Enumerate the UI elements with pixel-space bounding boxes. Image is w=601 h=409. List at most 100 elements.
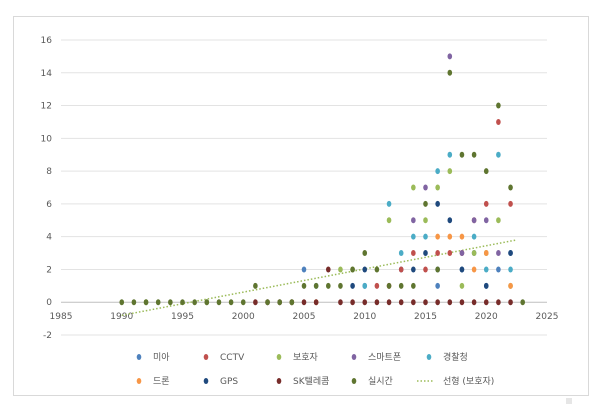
data-point	[447, 217, 453, 224]
data-point	[447, 53, 453, 60]
chart-frame: -2 0 2 4 6 8 10 12 14 16 1985 1990 1995 2000 2005 2010…	[13, 16, 589, 396]
legend-marker	[351, 354, 357, 360]
legend-label: 선형 (보호자)	[443, 376, 494, 387]
data-point	[338, 299, 343, 306]
data-point	[471, 266, 477, 273]
data-point	[411, 184, 416, 191]
data-point	[496, 266, 501, 273]
data-point	[496, 118, 501, 125]
legend-label: 실시간	[368, 376, 393, 387]
data-point	[374, 299, 380, 306]
data-point	[459, 151, 465, 158]
data-point	[168, 299, 173, 306]
data-point	[423, 217, 428, 224]
data-point	[289, 299, 295, 306]
data-point	[143, 299, 149, 306]
data-point	[483, 250, 489, 257]
data-point	[471, 299, 477, 306]
data-point	[459, 266, 465, 273]
legend-label: 스마트폰	[368, 352, 401, 363]
data-point	[423, 250, 428, 257]
y-tick-label: 14	[41, 69, 53, 79]
legend-marker	[426, 354, 432, 360]
data-point	[338, 282, 343, 289]
data-point	[496, 151, 501, 158]
legend-marker	[203, 378, 209, 384]
data-point	[496, 217, 501, 224]
x-tick-label: 2020	[475, 312, 498, 322]
corner-mark	[566, 398, 572, 404]
data-point	[483, 217, 489, 224]
data-point	[447, 69, 453, 76]
x-axis-ticks: 1985 1990 1995 2000 2005 2010 2015 2020 2025	[50, 312, 559, 322]
data-point	[155, 299, 161, 306]
data-point	[496, 250, 501, 257]
series-6	[350, 200, 513, 289]
data-point	[386, 299, 392, 306]
x-tick-label: 1995	[171, 312, 194, 322]
data-point	[508, 299, 513, 306]
data-point	[265, 299, 270, 306]
data-point	[301, 299, 307, 306]
data-point	[447, 250, 453, 257]
data-point	[483, 299, 489, 306]
y-tick-label: 6	[46, 200, 52, 210]
legend-label: 경찰청	[443, 351, 468, 363]
data-point	[459, 233, 465, 240]
y-tick-label: -2	[43, 331, 52, 341]
data-point	[362, 282, 368, 289]
trendline-layer	[121, 239, 517, 317]
data-point	[435, 266, 440, 273]
series-3	[411, 53, 501, 257]
data-point	[471, 233, 477, 240]
data-point	[180, 299, 185, 306]
legend-label: CCTV	[220, 353, 245, 363]
data-point	[496, 299, 501, 306]
data-point	[447, 168, 453, 175]
data-point	[471, 250, 477, 257]
data-point	[411, 217, 416, 224]
data-point	[423, 266, 428, 273]
x-tick-label: 1985	[50, 312, 73, 322]
legend-label: 드론	[153, 376, 170, 387]
y-tick-label: 2	[46, 265, 52, 275]
data-point	[301, 282, 307, 289]
data-point	[240, 299, 246, 306]
data-point	[192, 299, 197, 306]
y-tick-label: 16	[41, 36, 53, 46]
trendline	[121, 239, 517, 317]
data-point	[398, 250, 404, 257]
data-points	[119, 53, 525, 306]
y-axis-ticks: -2 0 2 4 6 8 10 12 14 16	[41, 36, 53, 341]
legend-label: 미아	[153, 352, 170, 363]
legend-marker	[203, 354, 209, 360]
data-point	[301, 266, 307, 273]
data-point	[277, 299, 283, 306]
data-point	[423, 299, 428, 306]
data-point	[362, 250, 368, 257]
data-point	[338, 266, 343, 273]
data-point	[374, 282, 380, 289]
data-point	[423, 233, 428, 240]
legend-marker	[136, 354, 142, 360]
data-point	[350, 282, 355, 289]
y-tick-label: 8	[46, 167, 52, 177]
data-point	[216, 299, 222, 306]
y-tick-label: 0	[46, 298, 52, 308]
series-7	[253, 266, 513, 306]
data-point	[508, 282, 513, 289]
data-point	[435, 299, 440, 306]
data-point	[459, 299, 465, 306]
x-tick-label: 2010	[353, 312, 376, 322]
data-point	[435, 200, 440, 207]
legend-marker	[276, 354, 282, 360]
data-point	[520, 299, 525, 306]
data-point	[411, 233, 416, 240]
data-point	[411, 299, 416, 306]
data-point	[459, 250, 465, 257]
data-point	[435, 233, 440, 240]
data-point	[374, 266, 380, 273]
data-point	[362, 299, 368, 306]
data-point	[496, 102, 501, 109]
data-point	[471, 217, 477, 224]
